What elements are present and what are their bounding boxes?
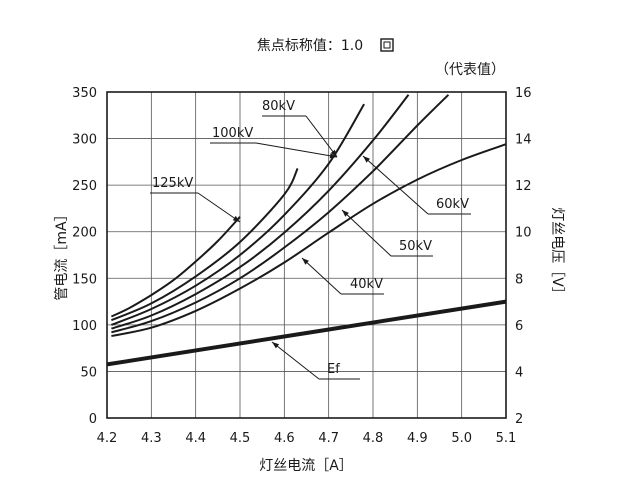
x-tick-label: 4.4 <box>185 431 206 446</box>
x-tick-label: 5.0 <box>451 431 472 446</box>
grid-lines <box>107 92 506 418</box>
title-symbol-icon <box>380 38 394 52</box>
x-tick-label: 4.3 <box>141 431 162 446</box>
leader-line <box>341 209 392 257</box>
leader-line <box>255 142 338 158</box>
series-label-100kv: 100kV <box>212 126 253 141</box>
series-line-125kv <box>110 216 241 318</box>
series-label-ef: Ef <box>327 362 340 377</box>
y-axis-left-ticks: 0 50 100 150 200 250 300 350 <box>72 86 97 427</box>
arrowhead-icon <box>363 156 370 163</box>
y-left-tick-label: 250 <box>72 179 97 194</box>
series-label-60kv: 60kV <box>436 197 469 212</box>
series-label-80kv: 80kV <box>262 99 295 114</box>
leader-line <box>362 155 429 215</box>
leader-line <box>197 192 241 223</box>
series-label-50kv: 50kV <box>399 239 432 254</box>
arrowhead-icon <box>329 153 337 159</box>
chart-title: 焦点标称值：1.0 <box>257 38 363 54</box>
y-left-tick-label: 100 <box>72 319 97 334</box>
y-right-tick-label: 16 <box>515 86 532 101</box>
leader-line <box>271 341 320 380</box>
series-annotations: 125kV 100kV 80kV 60kV 50kV 40kV Ef <box>150 99 471 380</box>
series-line-50kv <box>111 94 450 334</box>
y-axis-right-ticks: 2 4 6 8 10 12 14 16 <box>515 86 532 427</box>
series-line-40kv <box>111 143 507 337</box>
arrowhead-icon <box>232 215 240 222</box>
y-right-tick-label: 2 <box>515 412 523 427</box>
title-symbol-icon-inner <box>383 41 391 49</box>
chart-subtitle: （代表值） <box>435 62 505 78</box>
series-line-ef <box>106 299 507 367</box>
series-label-40kv: 40kV <box>350 277 383 292</box>
y-right-tick-label: 4 <box>515 365 523 380</box>
y-axis-right-label: 灯丝电压［V］ <box>549 207 565 301</box>
arrowhead-icon <box>272 342 280 349</box>
y-left-tick-label: 300 <box>72 133 97 148</box>
y-left-tick-label: 50 <box>80 365 97 380</box>
arrowhead-icon <box>302 258 309 265</box>
y-right-tick-label: 14 <box>515 133 532 148</box>
x-tick-label: 4.9 <box>407 431 428 446</box>
x-tick-label: 4.7 <box>318 431 339 446</box>
y-left-tick-label: 200 <box>72 226 97 241</box>
leader-line <box>301 257 342 295</box>
x-axis-label: 灯丝电流［A］ <box>259 458 353 474</box>
x-tick-label: 4.5 <box>230 431 251 446</box>
x-tick-label: 4.2 <box>97 431 118 446</box>
arrowhead-icon <box>330 149 337 157</box>
y-left-tick-label: 150 <box>72 272 97 287</box>
series-line-60kv <box>111 94 410 330</box>
y-right-tick-label: 12 <box>515 179 532 194</box>
y-right-tick-label: 10 <box>515 226 532 241</box>
y-axis-left-label: 管电流［mA］ <box>54 207 70 300</box>
y-left-tick-label: 0 <box>89 412 97 427</box>
y-right-tick-label: 6 <box>515 319 523 334</box>
arrowhead-icon <box>342 210 349 217</box>
series-line-80kv <box>111 103 365 326</box>
x-tick-label: 4.6 <box>274 431 295 446</box>
x-tick-label: 4.8 <box>363 431 384 446</box>
series-label-125kv: 125kV <box>152 176 193 191</box>
series-line-100kv <box>111 167 299 322</box>
x-axis-ticks: 4.2 4.3 4.4 4.5 4.6 4.7 4.8 4.9 5.0 5.1 <box>97 431 517 446</box>
y-left-tick-label: 350 <box>72 86 97 101</box>
leader-line <box>305 115 338 158</box>
y-right-tick-label: 8 <box>515 272 523 287</box>
series-lines <box>106 94 507 367</box>
plot-frame <box>106 91 507 419</box>
x-tick-label: 5.1 <box>496 431 517 446</box>
